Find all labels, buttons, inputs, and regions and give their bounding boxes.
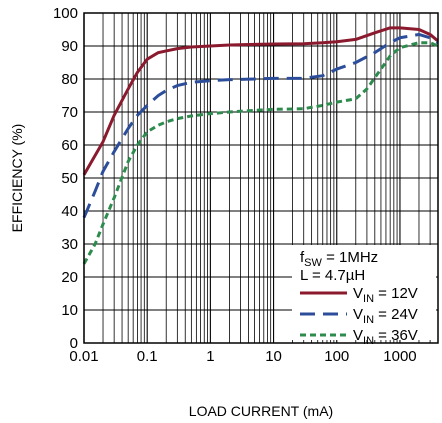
annotation-2: L = 4.7µH (300, 267, 365, 284)
legend-label-1: VIN = 12V (353, 285, 418, 305)
legend-label-2: VIN = 24V (353, 306, 418, 326)
y-tick-label: 40 (61, 203, 78, 220)
y-tick-label: 70 (61, 104, 78, 121)
x-tick-label: 0.1 (137, 348, 158, 365)
y-tick-labels: 0 10 20 30 40 50 60 70 80 90 100 (53, 5, 78, 352)
plot-frame (83, 12, 439, 344)
x-tick-label: 1 (206, 348, 214, 365)
x-tick-label: 0.01 (69, 348, 98, 365)
y-axis-label: EFFICIENCY (%) (9, 124, 25, 233)
y-tick-label: 30 (61, 236, 78, 253)
legend-label-3: VIN = 36V (353, 327, 418, 347)
y-tick-label: 0 (70, 335, 78, 352)
x-tick-label: 10 (265, 348, 282, 365)
x-tick-labels: 0.01 0.1 1 10 100 1000 (69, 348, 416, 365)
annotation-1: fSW = 1MHz (300, 249, 378, 269)
y-tick-label: 90 (61, 38, 78, 55)
y-tick-label: 10 (61, 302, 78, 319)
y-tick-label: 80 (61, 71, 78, 88)
y-tick-label: 20 (61, 269, 78, 286)
x-tick-label: 100 (324, 348, 349, 365)
series-line-1 (82, 26, 439, 176)
series-layer (82, 26, 439, 265)
y-tick-label: 60 (61, 137, 78, 154)
x-axis-label: LOAD CURRENT (mA) (189, 403, 333, 419)
series-line-2 (82, 32, 439, 219)
series-line-3 (82, 41, 439, 265)
y-tick-label: 100 (53, 5, 78, 22)
y-tick-label: 50 (61, 170, 78, 187)
x-tick-label: 1000 (383, 348, 416, 365)
